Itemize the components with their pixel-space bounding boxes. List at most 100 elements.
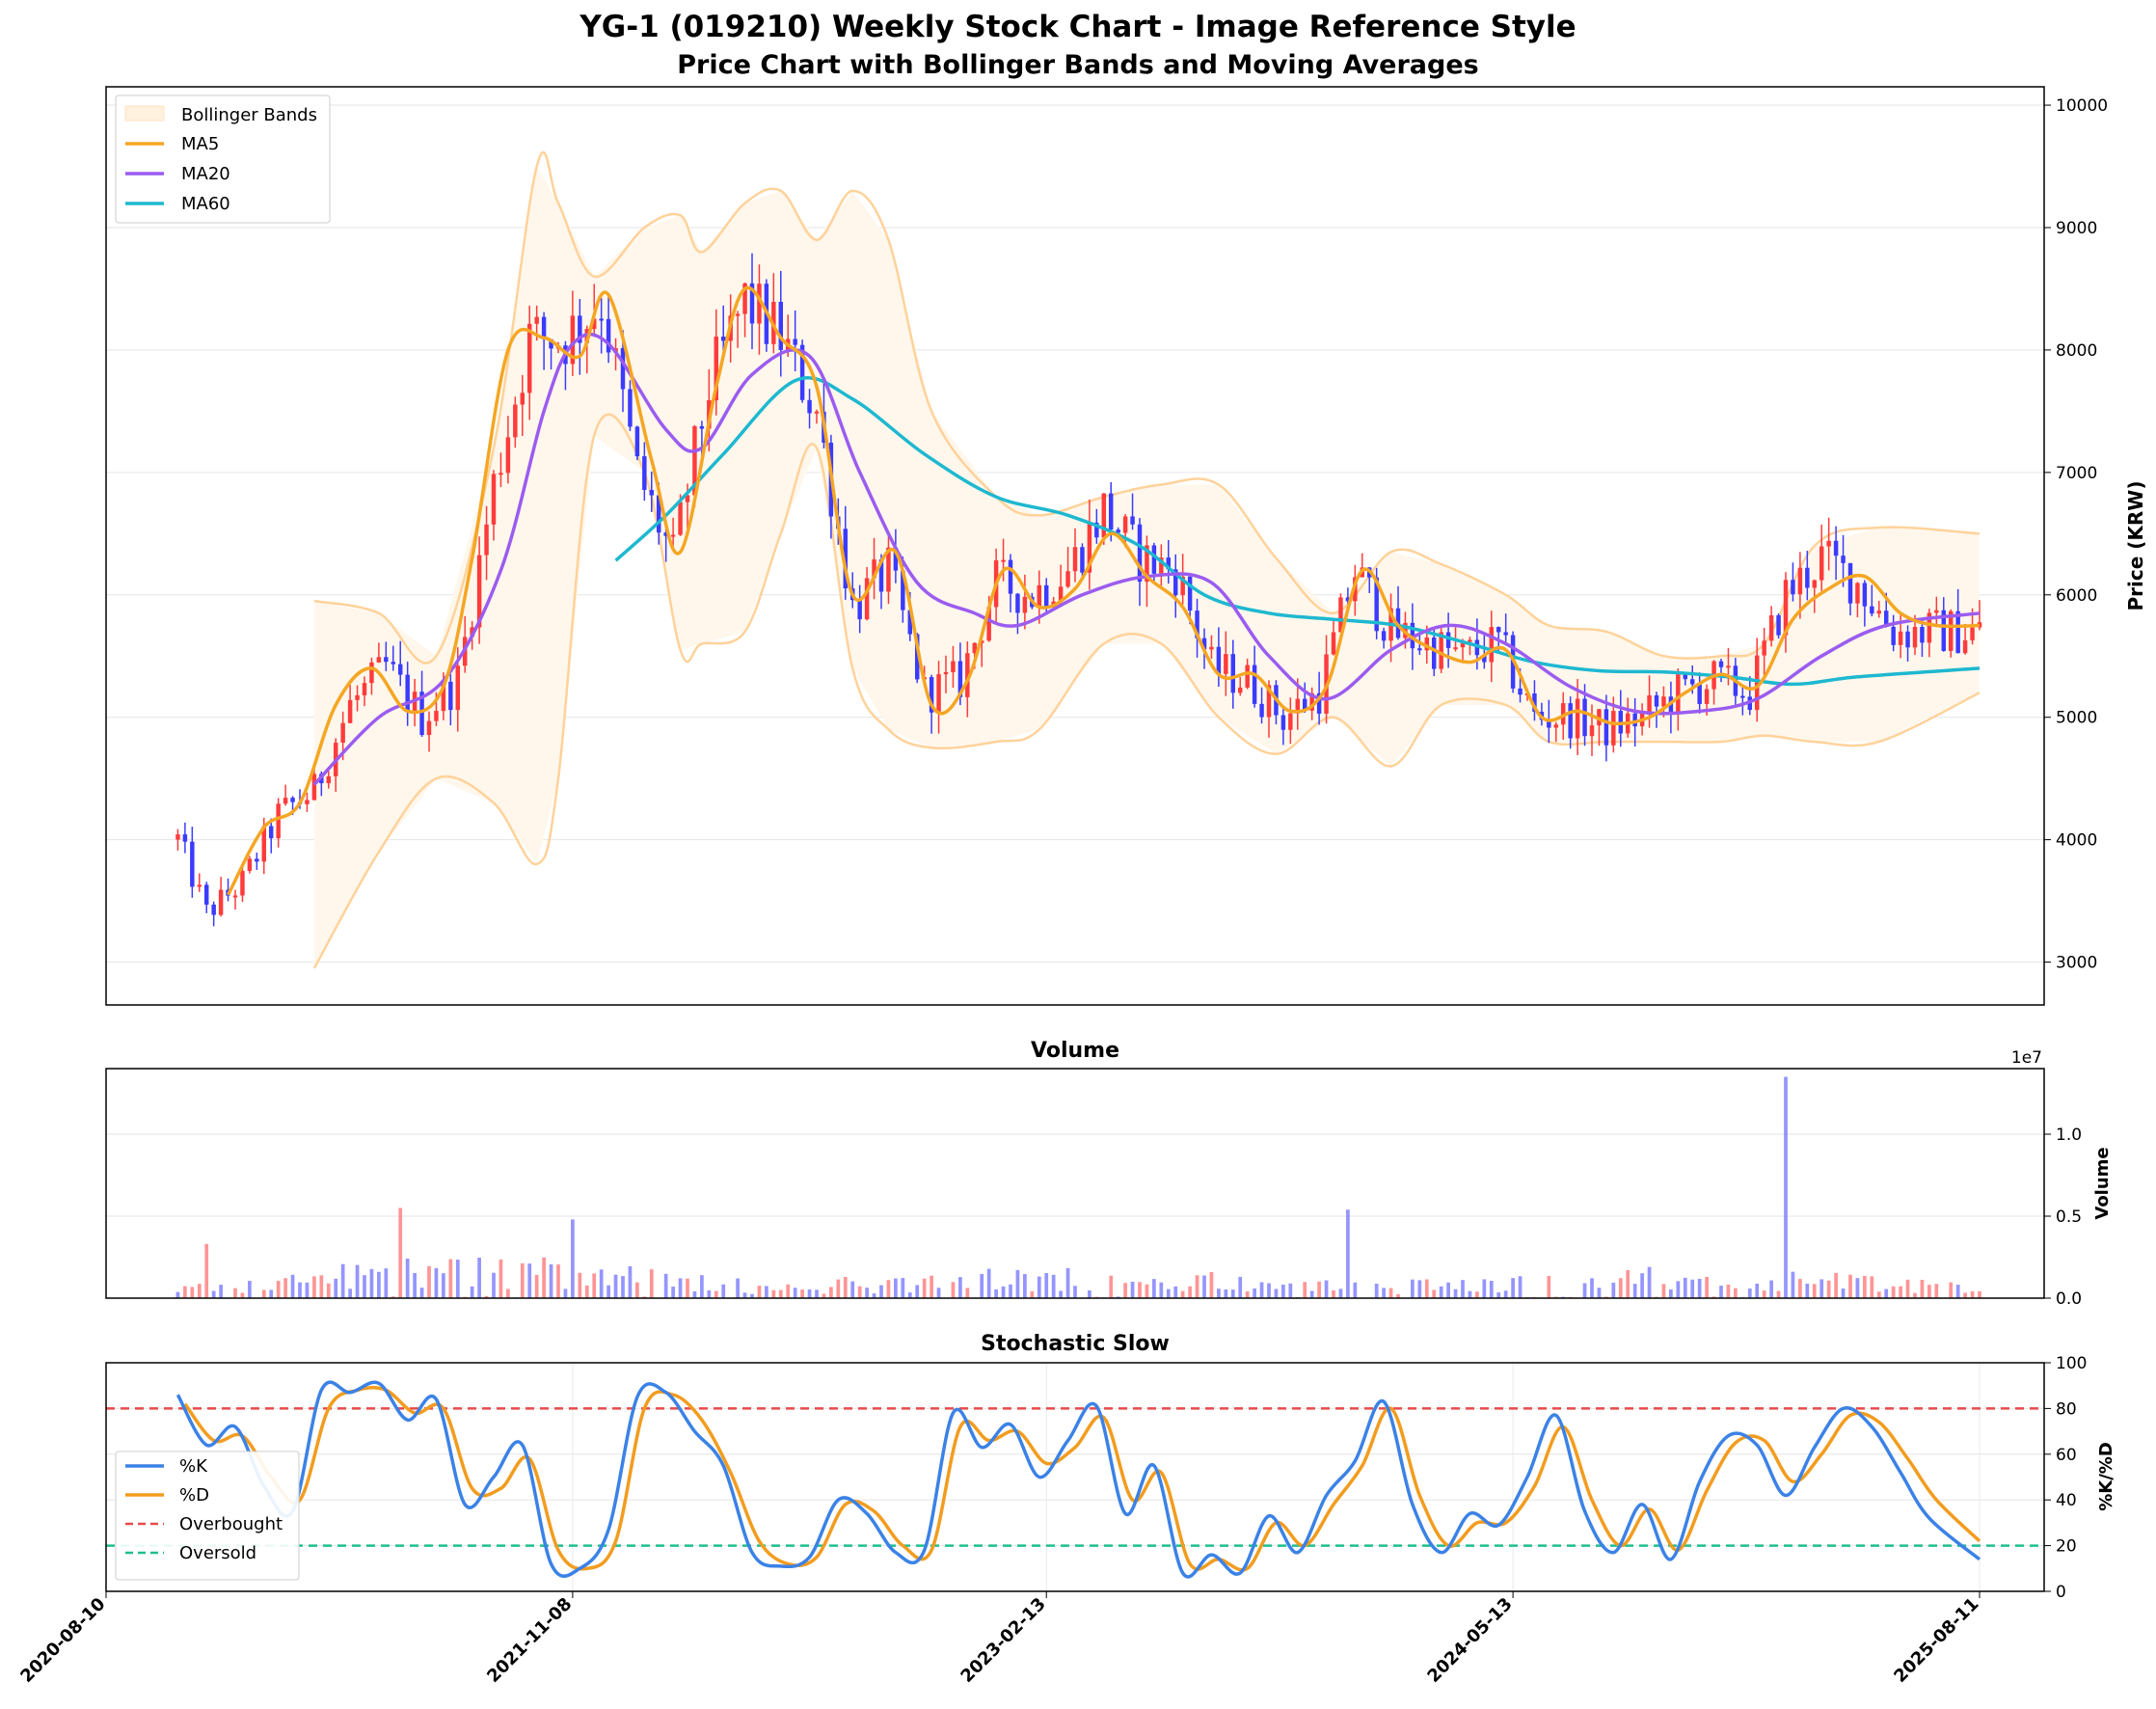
candle-body xyxy=(1855,583,1860,604)
candle-body xyxy=(1072,547,1078,572)
stochastic-tick-label: 0 xyxy=(2056,1583,2066,1602)
volume-bar xyxy=(448,1259,453,1298)
volume-bar xyxy=(1001,1286,1006,1298)
candle-body xyxy=(1611,711,1616,746)
volume-bar xyxy=(1475,1291,1479,1298)
moving-averages xyxy=(227,285,1981,896)
candle-body xyxy=(656,495,661,533)
line-ma20 xyxy=(312,332,1981,786)
volume-bar xyxy=(922,1278,927,1298)
volume-bar xyxy=(1388,1288,1393,1298)
candle-body xyxy=(857,600,862,620)
volume-bar xyxy=(635,1282,639,1298)
candle-body xyxy=(247,858,253,872)
candle-body xyxy=(1582,698,1587,737)
volume-bar xyxy=(678,1278,683,1298)
volume-bar xyxy=(1353,1282,1358,1298)
volume-bar xyxy=(326,1283,331,1298)
price-tick-label: 10000 xyxy=(2056,96,2108,116)
candle-body xyxy=(649,489,655,496)
volume-bar xyxy=(1489,1281,1494,1298)
volume-bar xyxy=(427,1265,431,1298)
volume-bar xyxy=(1044,1272,1049,1298)
price-tick-label: 7000 xyxy=(2056,464,2097,483)
candle-body xyxy=(276,803,281,839)
candle-body xyxy=(606,318,611,353)
volume-bar xyxy=(1303,1282,1307,1298)
candle-body xyxy=(1805,567,1810,588)
volume-bar xyxy=(1130,1281,1135,1298)
candle-body xyxy=(1166,557,1172,570)
volume-bar xyxy=(822,1293,826,1298)
volume-bar xyxy=(793,1288,797,1298)
volume-bar xyxy=(980,1273,984,1298)
candle-body xyxy=(1704,689,1710,704)
candle-body xyxy=(1187,576,1193,611)
candle-body xyxy=(391,662,396,665)
volume-bar xyxy=(204,1243,209,1298)
candle-body xyxy=(1833,540,1839,556)
candle-body xyxy=(1883,610,1889,627)
volume-bar xyxy=(1661,1284,1666,1298)
bollinger-upper xyxy=(313,150,1981,665)
candle-body xyxy=(943,672,949,675)
candle-body xyxy=(699,425,705,429)
candle-body xyxy=(965,653,970,697)
volume-bar xyxy=(1424,1279,1429,1298)
volume-bar xyxy=(1805,1283,1810,1298)
x-tick-label: 2020-08-10 xyxy=(16,1594,109,1687)
volume-bar xyxy=(1920,1280,1925,1298)
candle-body xyxy=(1676,674,1681,715)
candle-body xyxy=(634,426,640,457)
volume-bar xyxy=(1332,1289,1335,1298)
candle-body xyxy=(1575,698,1580,739)
candle-body xyxy=(570,315,576,365)
candle-body xyxy=(255,858,259,862)
legend-ma5-label: MA5 xyxy=(181,134,219,154)
candle-body xyxy=(1022,596,1028,613)
candle-body xyxy=(1043,584,1049,608)
volume-bar xyxy=(276,1281,281,1298)
candle-body xyxy=(376,657,382,663)
price-tick-label: 9000 xyxy=(2056,219,2097,238)
candle-body xyxy=(872,559,876,579)
volume-bar xyxy=(1267,1283,1271,1298)
volume-offset-label: 1e7 xyxy=(2011,1048,2042,1068)
volume-bar xyxy=(800,1289,804,1298)
candle-body xyxy=(1453,647,1458,650)
volume-bar xyxy=(305,1282,310,1298)
volume-bar xyxy=(1776,1290,1781,1298)
price-axis-label: Price (KRW) xyxy=(2124,481,2147,611)
candle-body xyxy=(520,393,526,405)
stochastic-legend: %K %D Overbought Oversold xyxy=(115,1451,300,1581)
volume-bar xyxy=(1088,1289,1091,1298)
stochastic-axis-label: %K/%D xyxy=(2096,1442,2116,1511)
volume-bar xyxy=(556,1264,560,1298)
line-ma5 xyxy=(227,285,1981,896)
volume-bar xyxy=(1762,1290,1766,1298)
volume-bar xyxy=(886,1280,891,1298)
stochastic-tick-label: 60 xyxy=(2056,1446,2077,1465)
candle-body xyxy=(799,344,805,400)
volume-bar xyxy=(340,1263,345,1298)
candle-body xyxy=(591,318,597,330)
candle-body xyxy=(1302,698,1307,711)
volume-bar xyxy=(549,1263,553,1298)
volume-bar xyxy=(1798,1279,1802,1298)
stochastic-tick-label: 80 xyxy=(2056,1399,2077,1419)
candle-body xyxy=(1740,695,1745,698)
volume-bar xyxy=(613,1274,618,1298)
candle-body xyxy=(714,337,719,401)
candle-body xyxy=(1927,612,1932,643)
x-tick-label: 2023-02-13 xyxy=(957,1594,1049,1687)
candle-body xyxy=(1316,692,1322,714)
volume-bar xyxy=(1978,1290,1981,1298)
volume-bar xyxy=(736,1278,740,1298)
volume-bar xyxy=(958,1277,962,1298)
volume-bar xyxy=(1138,1282,1142,1298)
candle-body xyxy=(1237,687,1243,693)
volume-bar xyxy=(391,1296,395,1298)
candle-body xyxy=(491,474,497,525)
candle-body xyxy=(972,642,978,654)
candle-body xyxy=(1445,632,1451,648)
